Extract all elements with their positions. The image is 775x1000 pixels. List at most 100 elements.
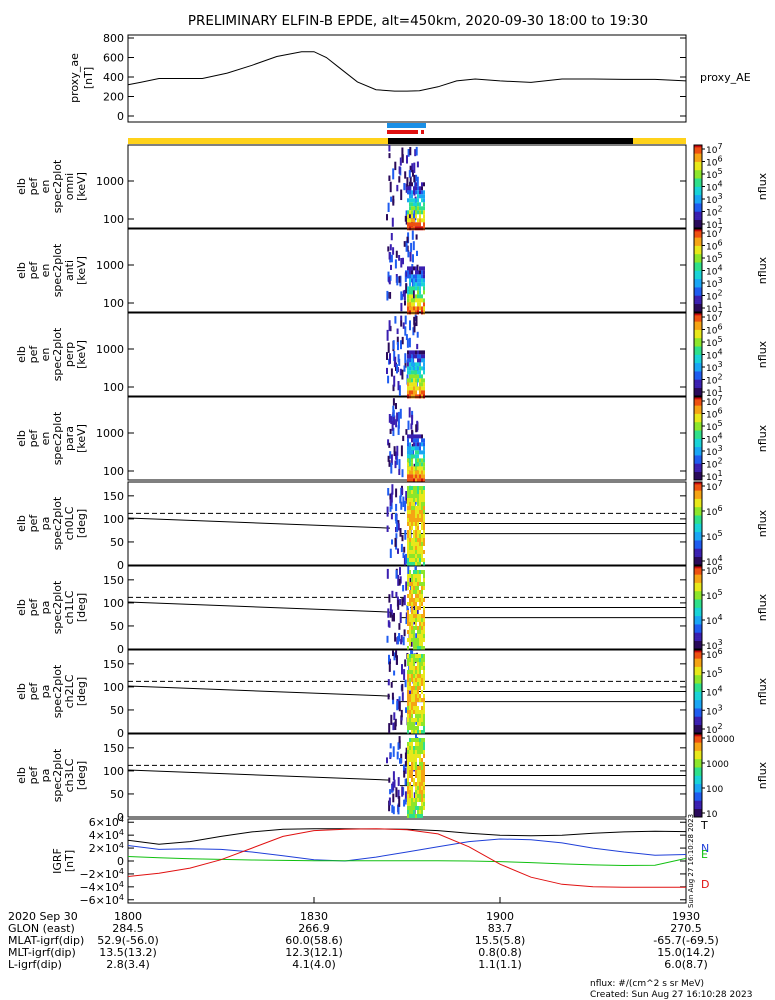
omni-flux-cell xyxy=(409,194,411,199)
perp-noise-cell xyxy=(394,316,397,324)
para-colorbar-cell xyxy=(694,436,702,439)
anti-colorbar-cell xyxy=(694,280,702,284)
ch2LC-flux-cell xyxy=(407,674,409,678)
ch3LC-flux-cell xyxy=(411,798,413,802)
perp-noise-cell xyxy=(413,316,416,325)
ch1LC-flux-cell xyxy=(407,582,409,586)
ch1LC-noise-cell xyxy=(393,612,395,622)
anti-colorbar-cell xyxy=(694,270,702,273)
perp-noise-cell xyxy=(397,381,400,391)
ch3LC-flux-cell xyxy=(423,794,425,798)
perp-flux-cell xyxy=(415,390,417,395)
anti-flux-cell xyxy=(417,302,419,307)
para-colorbar-cell xyxy=(694,459,702,462)
anti-noise-cell xyxy=(395,250,398,258)
science-zone-bar-blue xyxy=(387,123,426,128)
anti-flux-cell xyxy=(409,302,411,307)
ch3LC-noise-cell xyxy=(413,792,416,800)
ch0LC-colorbar-label: 107 xyxy=(706,479,723,493)
perp-noise-cell xyxy=(405,334,408,341)
ch1LC-flux-cell xyxy=(407,602,409,606)
ch0LC-flux-cell xyxy=(413,558,415,562)
ch2LC-flux-cell xyxy=(413,722,415,726)
anti-flux-cell xyxy=(411,286,413,291)
ch2LC-noise-cell xyxy=(392,722,395,731)
ch0LC-flux-cell xyxy=(421,526,423,530)
omni-flux-cell xyxy=(411,182,413,187)
anti-colorbar-cell xyxy=(694,247,702,251)
omni-ylabel-line: [keV] xyxy=(75,172,88,201)
ch3LC-ylabel-line: ch3LC xyxy=(63,758,76,792)
ch0LC-flux-cell xyxy=(411,490,413,494)
ch0LC-flux-cell xyxy=(417,494,419,498)
ch0LC-noise-cell xyxy=(402,552,405,558)
omni-flux-cell xyxy=(409,182,411,187)
ch0LC-flux-cell xyxy=(419,554,421,558)
ch2LC-noise-cell xyxy=(401,683,404,692)
ch3LC-colorbar-cell xyxy=(694,804,702,807)
perp-colorbar-label: 101 xyxy=(706,385,723,399)
para-colorbar-cell xyxy=(694,409,702,412)
ch0LC-noise-cell xyxy=(405,491,408,501)
ch3LC-noise-cell xyxy=(397,803,400,815)
ch3LC-flux-cell xyxy=(415,802,417,806)
ch3LC-flux-cell xyxy=(423,746,425,750)
anti-ylabel-line: pef xyxy=(27,261,40,280)
ch2LC-colorbar-cell xyxy=(694,714,702,717)
para-flux-cell xyxy=(417,438,419,443)
ch1LC-colorbar-cell xyxy=(694,613,702,617)
omni-colorbar-cell xyxy=(694,180,702,183)
igrf-legend-T: T xyxy=(700,819,708,832)
igrf-ytick-label: −6×104 xyxy=(79,893,124,907)
ch2LC-noise-cell xyxy=(400,709,403,718)
ch3LC-flux-cell xyxy=(417,738,419,742)
omni-noise-cell xyxy=(398,166,401,174)
ch0LC-flux-cell xyxy=(411,518,413,522)
igrf-legend-N: N xyxy=(701,842,709,855)
ch2LC-colorbar-cell xyxy=(694,685,702,688)
perp-noise-cell xyxy=(387,342,390,353)
ch0LC-ylabel-line: elb xyxy=(15,515,28,532)
ch1LC-flux-cell xyxy=(407,578,409,582)
para-noise-cell xyxy=(410,423,413,430)
anti-flux-cell xyxy=(423,290,425,295)
perp-flux-cell xyxy=(415,386,417,391)
anti-noise-cell xyxy=(404,300,406,306)
para-noise-cell xyxy=(393,446,396,452)
omni-flux-cell xyxy=(419,218,421,223)
ch3LC-flux-cell xyxy=(417,778,419,782)
ch2LC-flux-cell xyxy=(421,714,423,718)
omni-flux-cell xyxy=(411,222,413,227)
omni-noise-cell xyxy=(416,161,419,168)
ch3LC-flux-cell xyxy=(421,802,423,806)
ch2LC-colorbar-cell xyxy=(694,730,702,734)
ch2LC-flux-cell xyxy=(413,698,415,702)
ch1LC-flux-cell xyxy=(415,614,417,618)
ch0LC-colorbar-cell xyxy=(694,540,702,543)
omni-flux-cell xyxy=(411,214,413,219)
ch3LC-flux-cell xyxy=(423,802,425,806)
ch2LC-flux-cell xyxy=(411,686,413,690)
para-flux-cell xyxy=(411,462,413,467)
omni-cells xyxy=(386,145,425,231)
ch0LC-flux-cell xyxy=(415,538,417,542)
anti-flux-cell xyxy=(413,266,415,271)
ch3LC-flux-cell xyxy=(413,778,415,782)
ch0LC-flux-cell xyxy=(409,530,411,534)
para-colorbar-cell xyxy=(694,455,702,458)
omni-flux-cell xyxy=(411,226,413,231)
perp-colorbar-cell xyxy=(694,321,702,324)
perp-colorbar-cell xyxy=(694,335,702,339)
ch1LC-flux-cell xyxy=(417,638,419,642)
para-flux-cell xyxy=(417,450,419,455)
ch0LC-flux-cell xyxy=(413,494,415,498)
para-noise-cell xyxy=(392,416,395,426)
ch3LC-flux-cell xyxy=(423,806,425,810)
anti-flux-cell xyxy=(415,278,417,283)
anti-flux-cell xyxy=(409,278,411,283)
ch2LC-flux-cell xyxy=(415,694,417,698)
anti-colorbar-cell xyxy=(694,297,702,300)
para-flux-cell xyxy=(411,474,413,479)
ch0LC-flux-cell xyxy=(409,494,411,498)
